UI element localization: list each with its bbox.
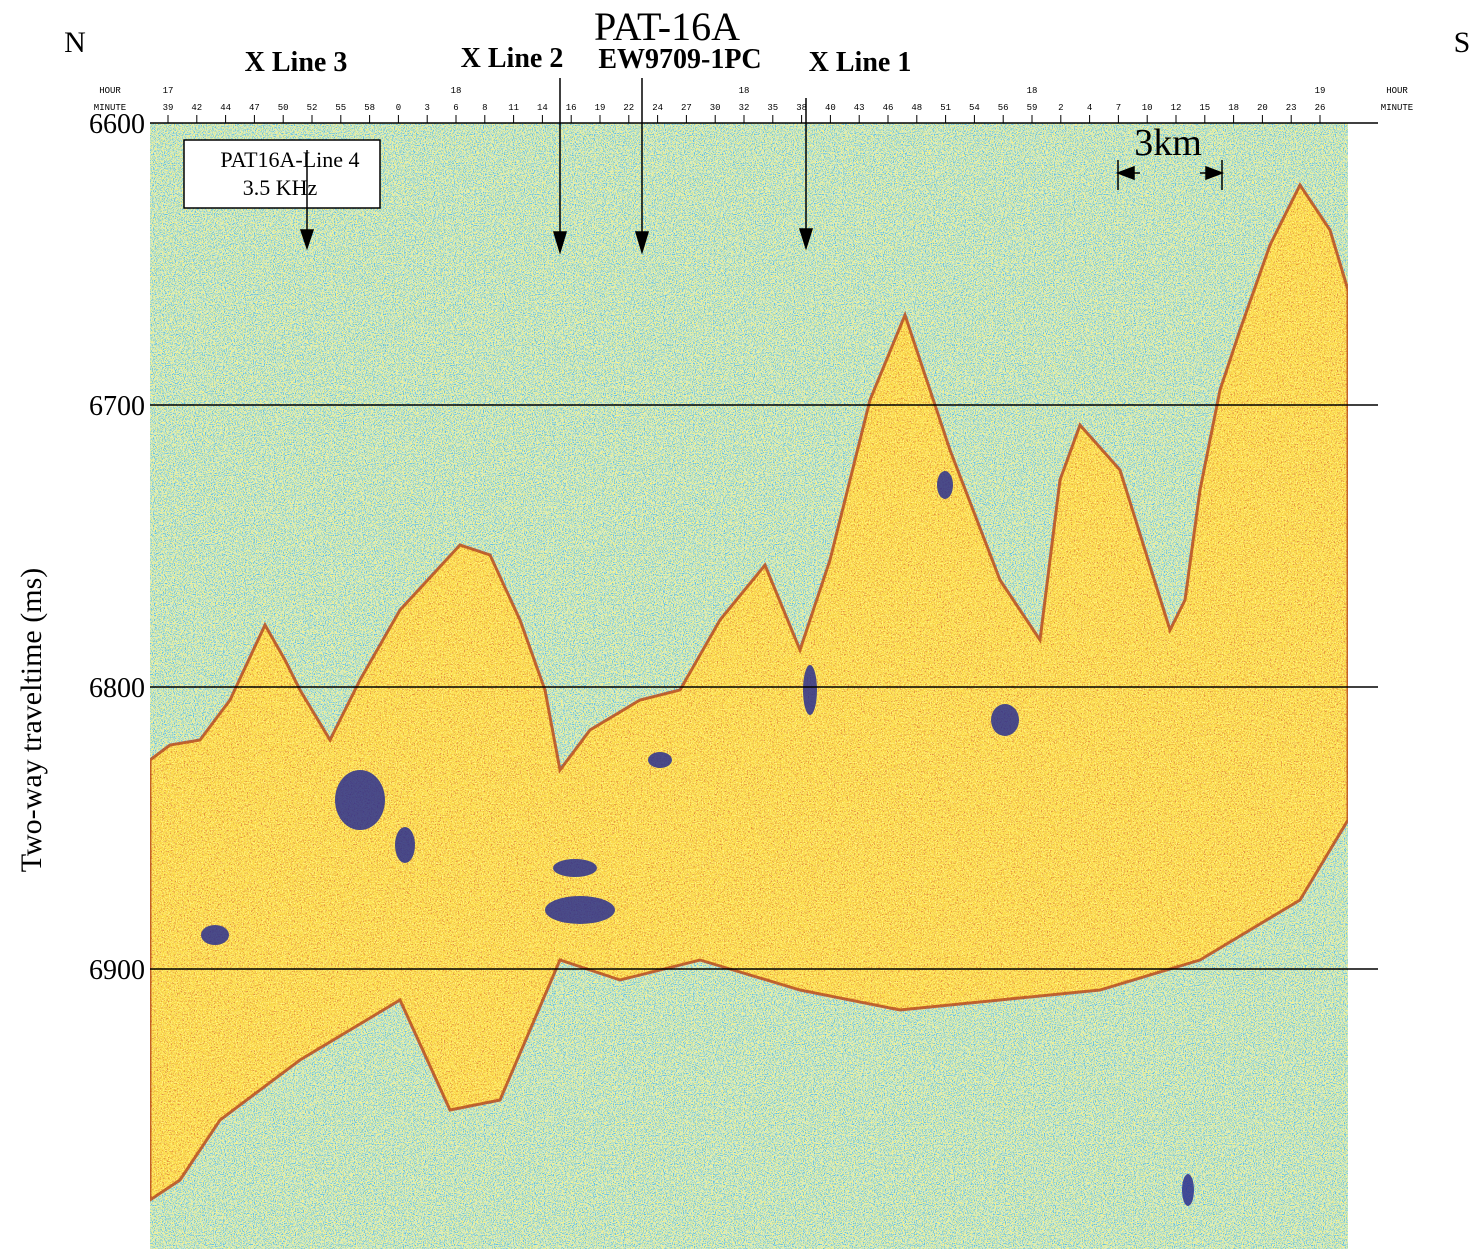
minute-label: 56 [998, 103, 1009, 113]
y-tick-label: 6900 [89, 955, 145, 986]
minute-label: 52 [307, 103, 318, 113]
hour-row-label: HOUR [1386, 86, 1408, 96]
minute-label: 2 [1058, 103, 1063, 113]
minute-row-label: MINUTE [94, 103, 126, 113]
minute-label: 54 [969, 103, 980, 113]
minute-label: 38 [796, 103, 807, 113]
label-box [183, 139, 381, 209]
crossing-label: X Line 2 [461, 43, 564, 74]
hour-label: 18 [451, 86, 462, 96]
minute-label: 4 [1087, 103, 1092, 113]
y-axis-label: Two-way traveltime (ms) [15, 568, 48, 872]
minute-label: 22 [623, 103, 634, 113]
minute-label: 42 [191, 103, 202, 113]
minute-label: 18 [1228, 103, 1239, 113]
seismic-section [150, 123, 1348, 1249]
minute-label: 55 [335, 103, 346, 113]
minute-label: 12 [1171, 103, 1182, 113]
minute-label: 58 [364, 103, 375, 113]
minute-label: 14 [537, 103, 548, 113]
hour-row-label: HOUR [99, 86, 121, 96]
minute-label: 8 [482, 103, 487, 113]
y-tick-label: 6800 [89, 673, 145, 704]
minute-row-label: MINUTE [1381, 103, 1413, 113]
north-label: N [64, 26, 86, 59]
title: PAT-16A [594, 4, 740, 49]
y-tick-label: 6600 [89, 109, 145, 140]
hour-label: 18 [739, 86, 750, 96]
minute-label: 32 [739, 103, 750, 113]
core-label: EW9709-1PC [598, 44, 761, 75]
minute-label: 6 [453, 103, 458, 113]
minute-label: 40 [825, 103, 836, 113]
minute-label: 0 [396, 103, 401, 113]
minute-label: 23 [1286, 103, 1297, 113]
minute-label: 35 [767, 103, 778, 113]
scale-bar-label: 3km [1134, 122, 1202, 164]
minute-label: 59 [1027, 103, 1038, 113]
minute-label: 15 [1199, 103, 1210, 113]
minute-label: 44 [220, 103, 231, 113]
minute-label: 26 [1315, 103, 1326, 113]
scale-bar [1115, 160, 1225, 190]
hour-label: 19 [1315, 86, 1326, 96]
strong-reflections [201, 471, 1194, 1206]
minute-label: 11 [508, 103, 519, 113]
minute-label: 46 [883, 103, 894, 113]
crossing-label: X Line 1 [809, 47, 912, 78]
y-tick-label: 6700 [89, 391, 145, 422]
box-line-2: 3.5 KHz [243, 175, 318, 200]
hour-label: 18 [1027, 86, 1038, 96]
minute-label: 39 [163, 103, 174, 113]
minute-label: 30 [710, 103, 721, 113]
minute-label: 3 [424, 103, 429, 113]
minute-label: 47 [249, 103, 260, 113]
minute-label: 19 [595, 103, 606, 113]
minute-label: 48 [911, 103, 922, 113]
box-line-1: PAT16A-Line 4 [220, 147, 359, 172]
minute-label: 10 [1142, 103, 1153, 113]
south-label: S [1454, 26, 1471, 59]
minute-label: 43 [854, 103, 865, 113]
hour-label: 17 [163, 86, 174, 96]
minute-label: 27 [681, 103, 692, 113]
minute-label: 20 [1257, 103, 1268, 113]
crossing-arrows [299, 78, 814, 255]
minute-label: 7 [1116, 103, 1121, 113]
crossing-label: X Line 3 [245, 47, 348, 78]
minute-label: 51 [940, 103, 951, 113]
minute-label: 24 [652, 103, 663, 113]
minute-label: 50 [278, 103, 289, 113]
minute-label: 16 [566, 103, 577, 113]
